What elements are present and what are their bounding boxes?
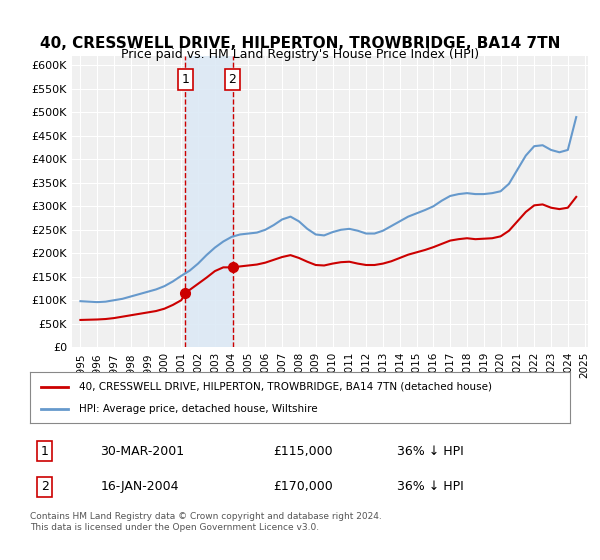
- Text: Contains HM Land Registry data © Crown copyright and database right 2024.
This d: Contains HM Land Registry data © Crown c…: [30, 512, 382, 532]
- Text: 36% ↓ HPI: 36% ↓ HPI: [397, 480, 464, 493]
- Text: 1: 1: [182, 73, 190, 86]
- Text: 40, CRESSWELL DRIVE, HILPERTON, TROWBRIDGE, BA14 7TN: 40, CRESSWELL DRIVE, HILPERTON, TROWBRID…: [40, 36, 560, 52]
- Text: Price paid vs. HM Land Registry's House Price Index (HPI): Price paid vs. HM Land Registry's House …: [121, 48, 479, 60]
- Text: 40, CRESSWELL DRIVE, HILPERTON, TROWBRIDGE, BA14 7TN (detached house): 40, CRESSWELL DRIVE, HILPERTON, TROWBRID…: [79, 381, 491, 391]
- Text: HPI: Average price, detached house, Wiltshire: HPI: Average price, detached house, Wilt…: [79, 404, 317, 414]
- Text: 30-MAR-2001: 30-MAR-2001: [100, 445, 184, 458]
- Text: 1: 1: [41, 445, 49, 458]
- Text: 36% ↓ HPI: 36% ↓ HPI: [397, 445, 464, 458]
- Text: £170,000: £170,000: [273, 480, 333, 493]
- Text: £115,000: £115,000: [273, 445, 332, 458]
- Text: 2: 2: [41, 480, 49, 493]
- Text: 16-JAN-2004: 16-JAN-2004: [100, 480, 179, 493]
- Text: 2: 2: [229, 73, 236, 86]
- Bar: [185, 56, 233, 347]
